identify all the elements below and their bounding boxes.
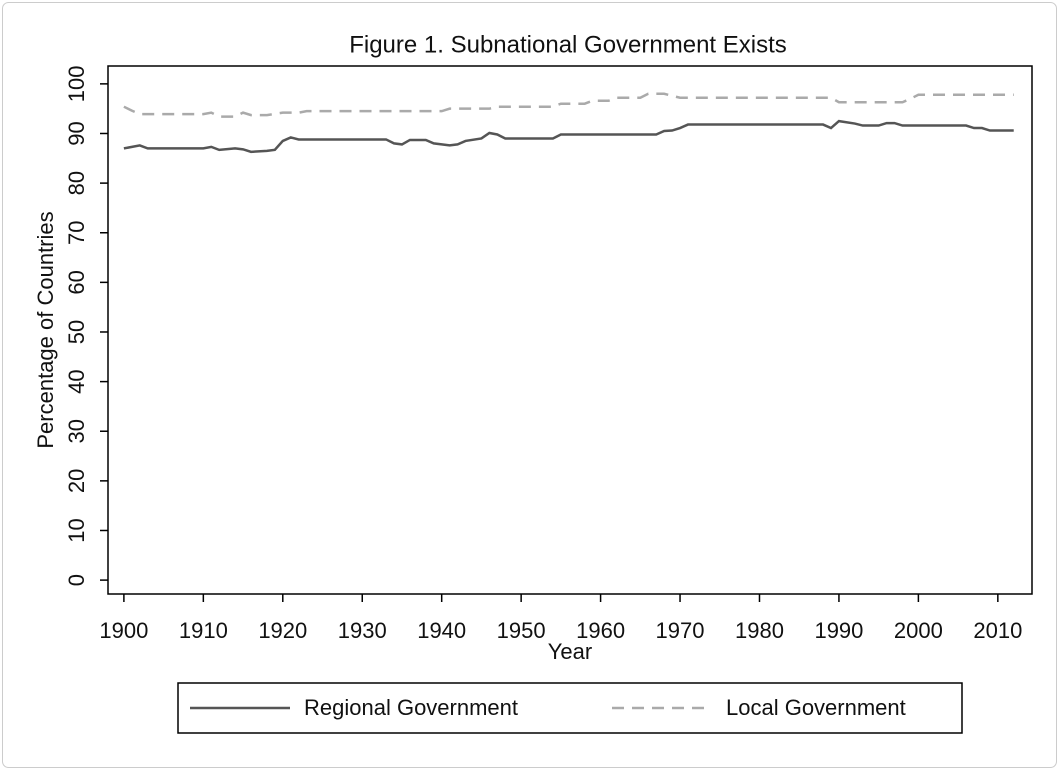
x-tick-label: 2010 [973,618,1022,643]
legend-label: Regional Government [304,695,518,720]
series-line [123,119,1014,154]
y-tick-label: 0 [64,574,89,586]
y-tick-label: 10 [64,518,89,542]
y-tick-label: 30 [64,419,89,443]
y-tick-label: 40 [64,369,89,393]
legend [177,682,963,734]
y-tick-label: 80 [64,171,89,195]
x-tick-label: 1930 [338,618,387,643]
y-axis-label: Percentage of Countries [33,211,58,448]
chart-title: Figure 1. Subnational Government Exists [349,31,787,58]
x-axis-label: Year [548,639,592,664]
x-tick-label: 1990 [814,618,863,643]
legend-label: Local Government [726,695,906,720]
x-tick-label: 1980 [735,618,784,643]
x-tick-label: 1910 [179,618,228,643]
x-tick-label: 1940 [417,618,466,643]
y-tick-label: 50 [64,320,89,344]
x-tick-label: 1950 [497,618,546,643]
y-tick-label: 20 [64,469,89,493]
y-tick-label: 70 [64,220,89,244]
plot-area [107,65,1033,595]
y-tick-label: 100 [64,66,89,103]
x-tick-label: 1900 [99,618,148,643]
y-tick-label: 60 [64,270,89,294]
x-tick-label: 1920 [258,618,307,643]
x-tick-label: 1970 [656,618,705,643]
y-tick-label: 90 [64,121,89,145]
series-line [123,92,1014,118]
x-tick-label: 2000 [894,618,943,643]
x-tick-label: 1960 [576,618,625,643]
